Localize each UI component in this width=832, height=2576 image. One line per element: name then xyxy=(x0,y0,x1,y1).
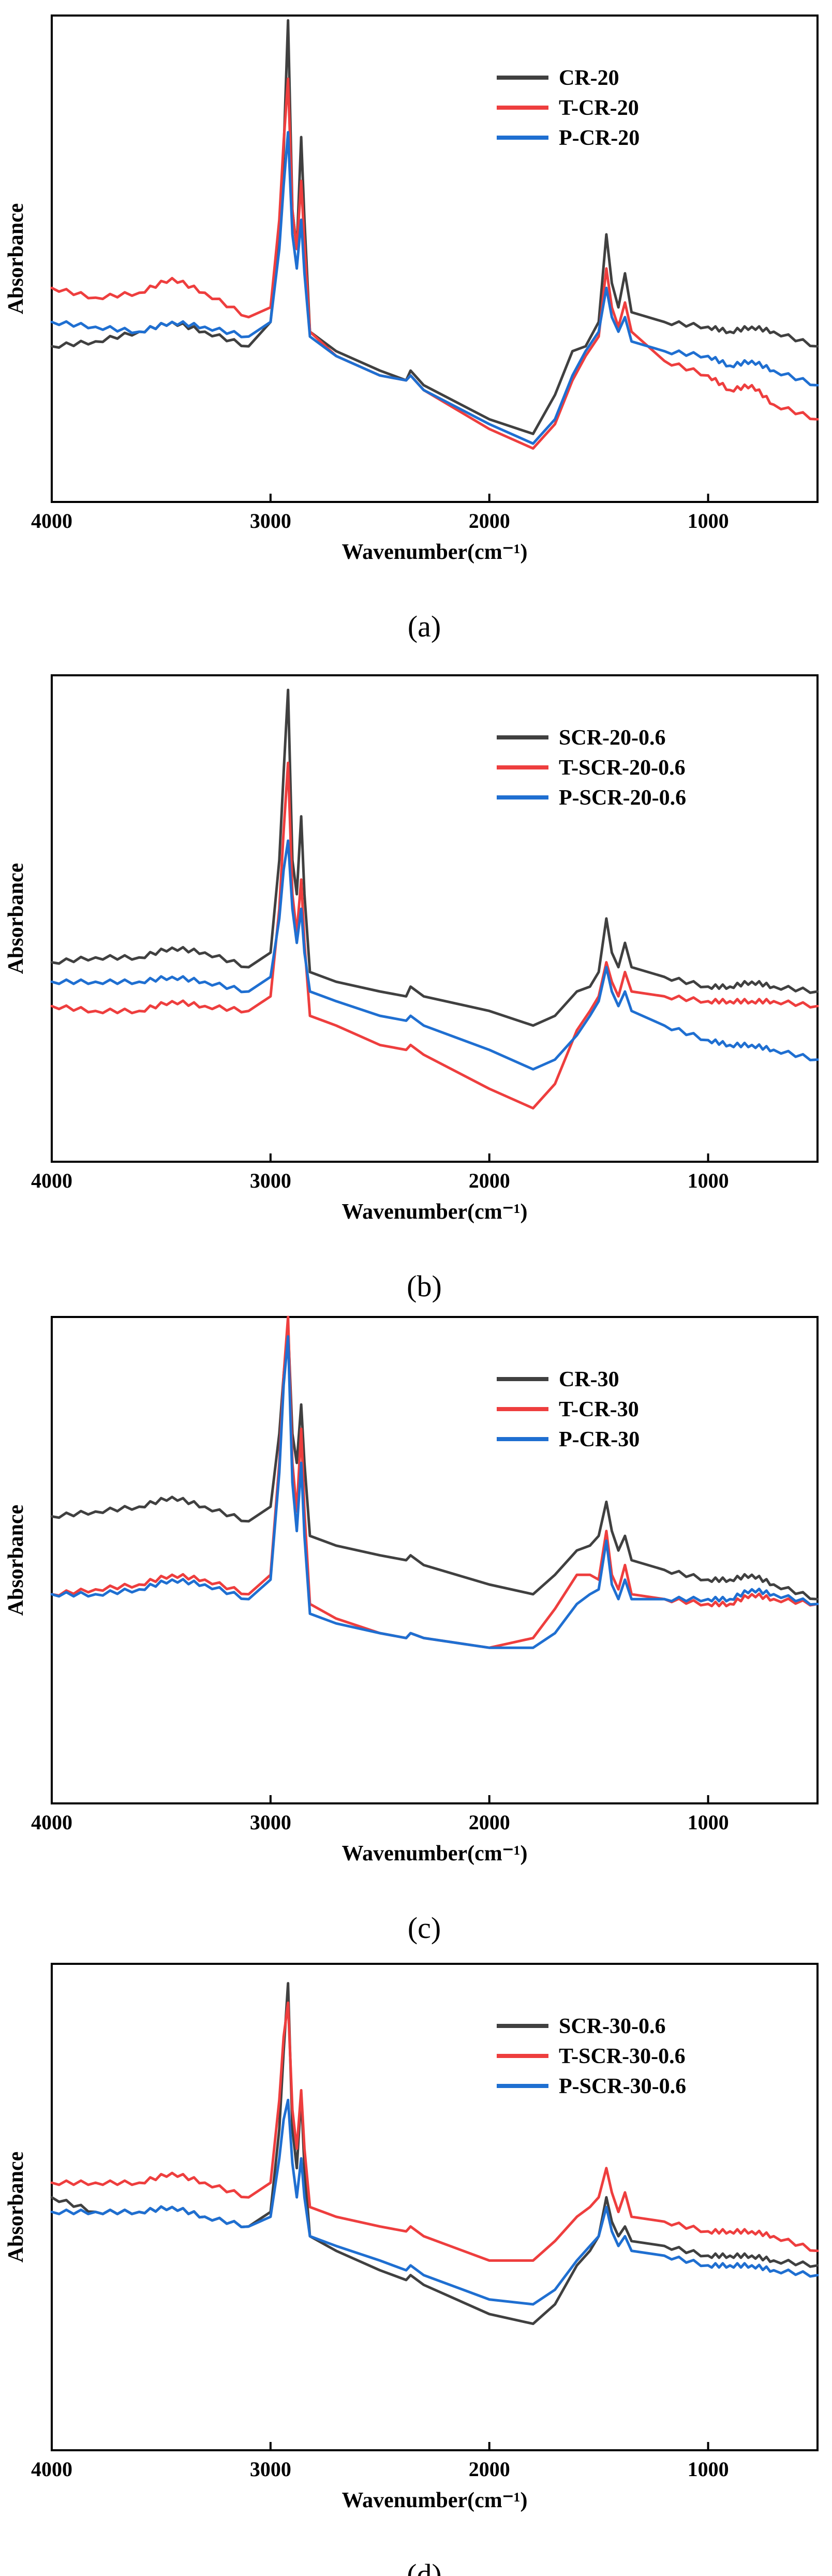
series-line-cr-20 xyxy=(50,19,819,435)
y-axis-label: Absorbance xyxy=(4,2152,28,2263)
x-tick-label: 1000 xyxy=(688,509,729,532)
plot-frame xyxy=(51,14,819,503)
x-tick-label: 4000 xyxy=(31,1169,72,1192)
x-tick-label: 1000 xyxy=(688,2457,729,2481)
y-axis-label: Absorbance xyxy=(4,203,28,315)
legend-entry-p-scr-20-0-6: P-SCR-20-0.6 xyxy=(559,786,686,810)
legend-entry-p-cr-30: P-CR-30 xyxy=(559,1428,640,1452)
x-tick-label: 3000 xyxy=(250,1169,291,1192)
legend-entry-cr-30: CR-30 xyxy=(559,1368,619,1391)
chart-panel-b: 4000 3000 2000 1000 Wavenumber(cm⁻¹) Absorban… xyxy=(4,674,819,1303)
x-tick-label: 2000 xyxy=(469,1169,510,1192)
legend-entry-t-scr-20-0-6: T-SCR-20-0.6 xyxy=(559,756,686,780)
series-line-t-scr-20-0-6 xyxy=(50,761,819,1110)
x-axis-label: Wavenumber(cm⁻¹) xyxy=(341,1842,527,1866)
x-tick-label: 3000 xyxy=(250,1811,291,1834)
panel-caption: (d) xyxy=(407,2558,442,2576)
legend-entry-t-cr-30: T-CR-30 xyxy=(559,1398,639,1422)
series-line-cr-30 xyxy=(50,1325,819,1601)
plot-frame xyxy=(51,674,819,1163)
series-line-p-scr-20-0-6 xyxy=(50,839,819,1071)
panel-caption: (c) xyxy=(408,1911,441,1945)
series-line-scr-20-0-6 xyxy=(50,688,819,1027)
series-line-p-scr-30-0-6 xyxy=(50,2098,819,2306)
legend-entry-cr-20: CR-20 xyxy=(559,66,619,90)
series-line-t-cr-30 xyxy=(50,1315,819,1649)
panel-caption: (b) xyxy=(407,1269,442,1303)
y-axis-label: Absorbance xyxy=(4,863,28,974)
legend-entry-t-scr-30-0-6: T-SCR-30-0.6 xyxy=(559,2045,686,2068)
chart-panel-a: 4000 3000 2000 1000 Wavenumber(cm⁻¹) Absorban… xyxy=(4,14,819,643)
legend-entry-p-cr-20: P-CR-20 xyxy=(559,126,640,150)
x-axis-label: Wavenumber(cm⁻¹) xyxy=(341,540,527,564)
plot-frame xyxy=(51,1316,819,1804)
series-line-t-scr-30-0-6 xyxy=(50,2001,819,2262)
series-line-scr-30-0-6 xyxy=(50,1982,819,2326)
x-tick-label: 3000 xyxy=(250,2457,291,2481)
x-tick-label: 2000 xyxy=(469,1811,510,1834)
chart-panel-c: 4000 3000 2000 1000 Wavenumber(cm⁻¹) Absorban… xyxy=(4,1315,819,1945)
x-tick-label: 1000 xyxy=(688,1811,729,1834)
legend-entry-scr-30-0-6: SCR-30-0.6 xyxy=(559,2015,666,2038)
x-tick-label: 2000 xyxy=(469,509,510,532)
legend-entry-p-scr-30-0-6: P-SCR-30-0.6 xyxy=(559,2075,686,2098)
chart-panel-d: 4000 3000 2000 1000 Wavenumber(cm⁻¹) Absorban… xyxy=(4,1963,819,2576)
x-tick-label: 2000 xyxy=(469,2457,510,2481)
x-axis-label: Wavenumber(cm⁻¹) xyxy=(341,1200,527,1224)
y-axis-label: Absorbance xyxy=(4,1505,28,1616)
x-tick-label: 3000 xyxy=(250,509,291,532)
series-line-p-cr-30 xyxy=(50,1335,819,1649)
panel-caption: (a) xyxy=(408,610,441,643)
x-tick-label: 4000 xyxy=(31,1811,72,1834)
series-line-t-cr-20 xyxy=(50,77,819,450)
legend-entry-scr-20-0-6: SCR-20-0.6 xyxy=(559,726,666,750)
x-tick-label: 1000 xyxy=(688,1169,729,1192)
x-tick-label: 4000 xyxy=(31,509,72,532)
series-line-p-cr-20 xyxy=(50,131,819,445)
plot-frame xyxy=(51,1963,819,2451)
x-tick-label: 4000 xyxy=(31,2457,72,2481)
x-axis-label: Wavenumber(cm⁻¹) xyxy=(341,2489,527,2512)
legend-entry-t-cr-20: T-CR-20 xyxy=(559,96,639,120)
